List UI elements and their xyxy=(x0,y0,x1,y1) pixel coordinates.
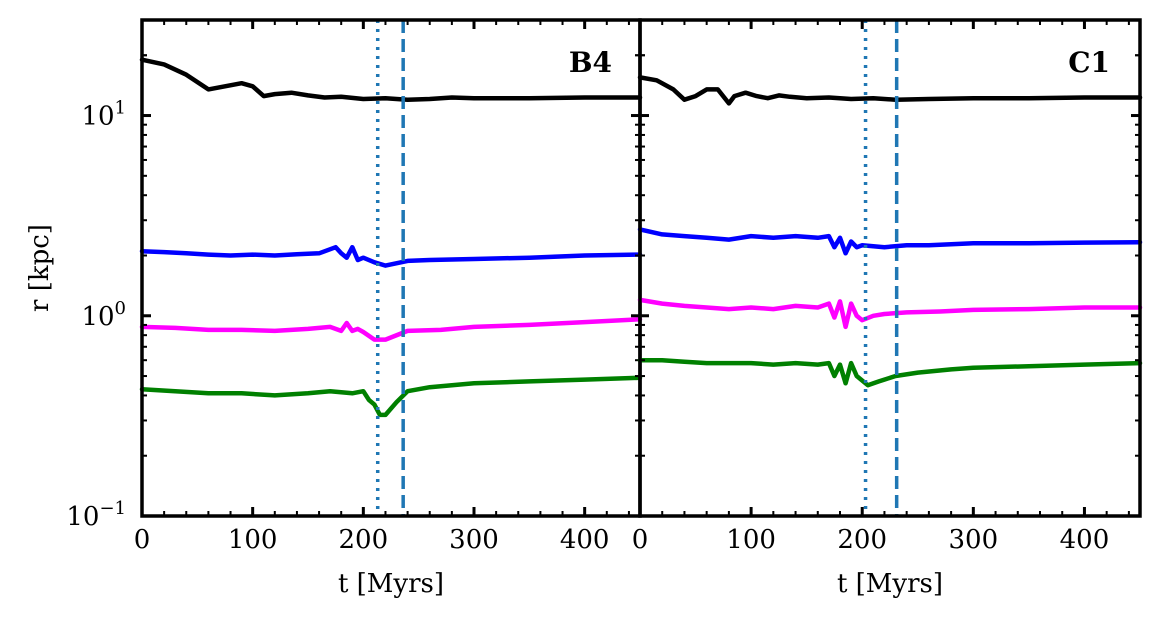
y-axis-label: r [kpc] xyxy=(25,224,55,312)
y-tick-label: 100 xyxy=(81,298,126,332)
y-tick-labels: 101 100 10−1 xyxy=(66,98,126,532)
series-line-blue xyxy=(139,244,643,268)
series-line-black xyxy=(637,75,1143,106)
x-axis-label-c1: t [Myrs] xyxy=(837,569,943,599)
x-tick-label: 200 xyxy=(837,525,887,555)
series-line-magenta xyxy=(139,317,643,342)
panel-c1-label: C1 xyxy=(1068,46,1110,79)
panel-b4: B4 0 100 200 300 400 t [Myrs] xyxy=(134,18,643,599)
x-tick-label: 100 xyxy=(228,525,278,555)
y-tick-label: 10−1 xyxy=(66,498,126,532)
x-tick-label: 0 xyxy=(632,525,649,555)
y-tick-label: 101 xyxy=(81,98,126,132)
x-axis-label-b4: t [Myrs] xyxy=(338,569,444,599)
x-tick-label: 0 xyxy=(134,525,151,555)
panel-c1-frame xyxy=(638,18,1142,518)
series-line-black xyxy=(139,57,643,102)
series-line-green xyxy=(139,375,643,418)
series-line-magenta xyxy=(637,297,1143,330)
panel-c1: C1 0 100 200 300 400 t [Myrs] xyxy=(632,18,1143,599)
panel-b4-label: B4 xyxy=(569,46,612,79)
series-line-green xyxy=(637,357,1143,388)
series-line-blue xyxy=(637,227,1143,256)
x-tick-label: 400 xyxy=(560,525,610,555)
x-tick-label: 300 xyxy=(949,525,999,555)
panel-b4-frame xyxy=(140,18,642,518)
x-tick-label: 300 xyxy=(449,525,499,555)
x-tick-label: 400 xyxy=(1060,525,1110,555)
x-tick-label: 200 xyxy=(339,525,389,555)
x-tick-label: 100 xyxy=(726,525,776,555)
